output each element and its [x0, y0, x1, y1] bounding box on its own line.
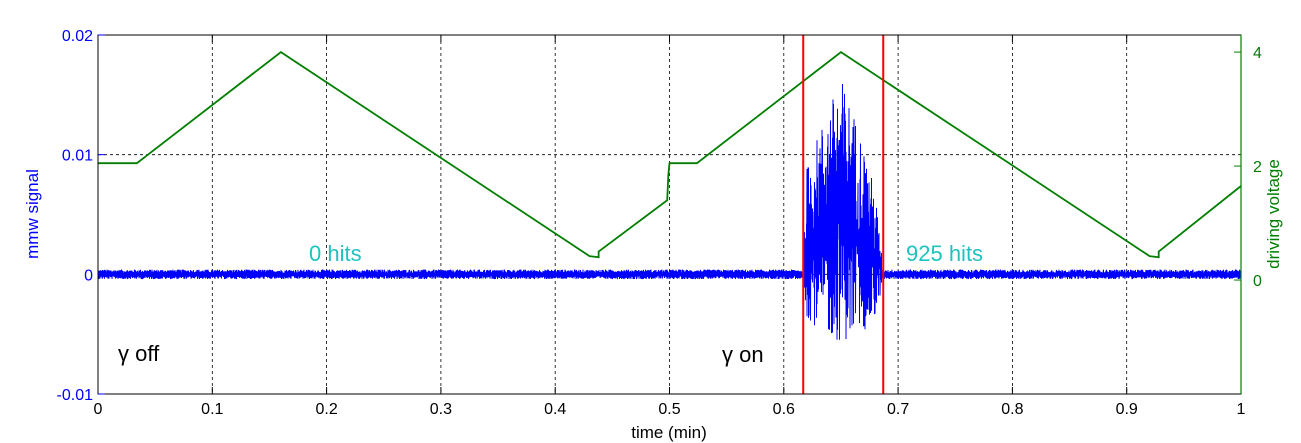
- annotation-hits-left: 0 hits: [309, 241, 362, 266]
- annotation-gamma-on: γ on: [722, 342, 764, 367]
- x-tick-label: 0.6: [773, 401, 795, 418]
- x-tick-label: 0.2: [315, 401, 337, 418]
- annotation-hits-right: 925 hits: [906, 241, 983, 266]
- y-left-tick-label: 0: [84, 267, 93, 284]
- y-right-tick-label: 2: [1253, 159, 1262, 176]
- y-right-tick-label: 4: [1253, 45, 1262, 62]
- x-tick-label: 0.8: [1001, 401, 1023, 418]
- y-left-tick-label: 0.01: [62, 148, 93, 165]
- x-tick-label: 0.1: [201, 401, 223, 418]
- x-tick-label: 0.3: [430, 401, 452, 418]
- y-left-tick-label: -0.01: [57, 387, 94, 404]
- series-mmw-signal: [97, 83, 1242, 340]
- annotation-gamma-off: γ off: [118, 341, 160, 366]
- x-axis-label: time (min): [631, 423, 707, 442]
- x-tick-label: 0: [94, 401, 103, 418]
- y-axis-left-label: mmw signal: [23, 169, 42, 259]
- y-axis-right-label: driving voltage: [1264, 159, 1283, 269]
- x-tick-label: 0.5: [658, 401, 680, 418]
- y-right-tick-label: 0: [1253, 273, 1262, 290]
- x-tick-label: 0.7: [887, 401, 909, 418]
- ticks: 0 0.1 0.2 0.3 0.4 0.5 0.6 0.7 0.8 0.9 10.020.010-0…: [57, 28, 1262, 418]
- y-left-tick-label: 0.02: [62, 28, 93, 45]
- x-tick-label: 0.9: [1116, 401, 1138, 418]
- x-tick-label: 1: [1237, 401, 1246, 418]
- x-tick-label: 0.4: [544, 401, 566, 418]
- plot-data: [97, 35, 1242, 394]
